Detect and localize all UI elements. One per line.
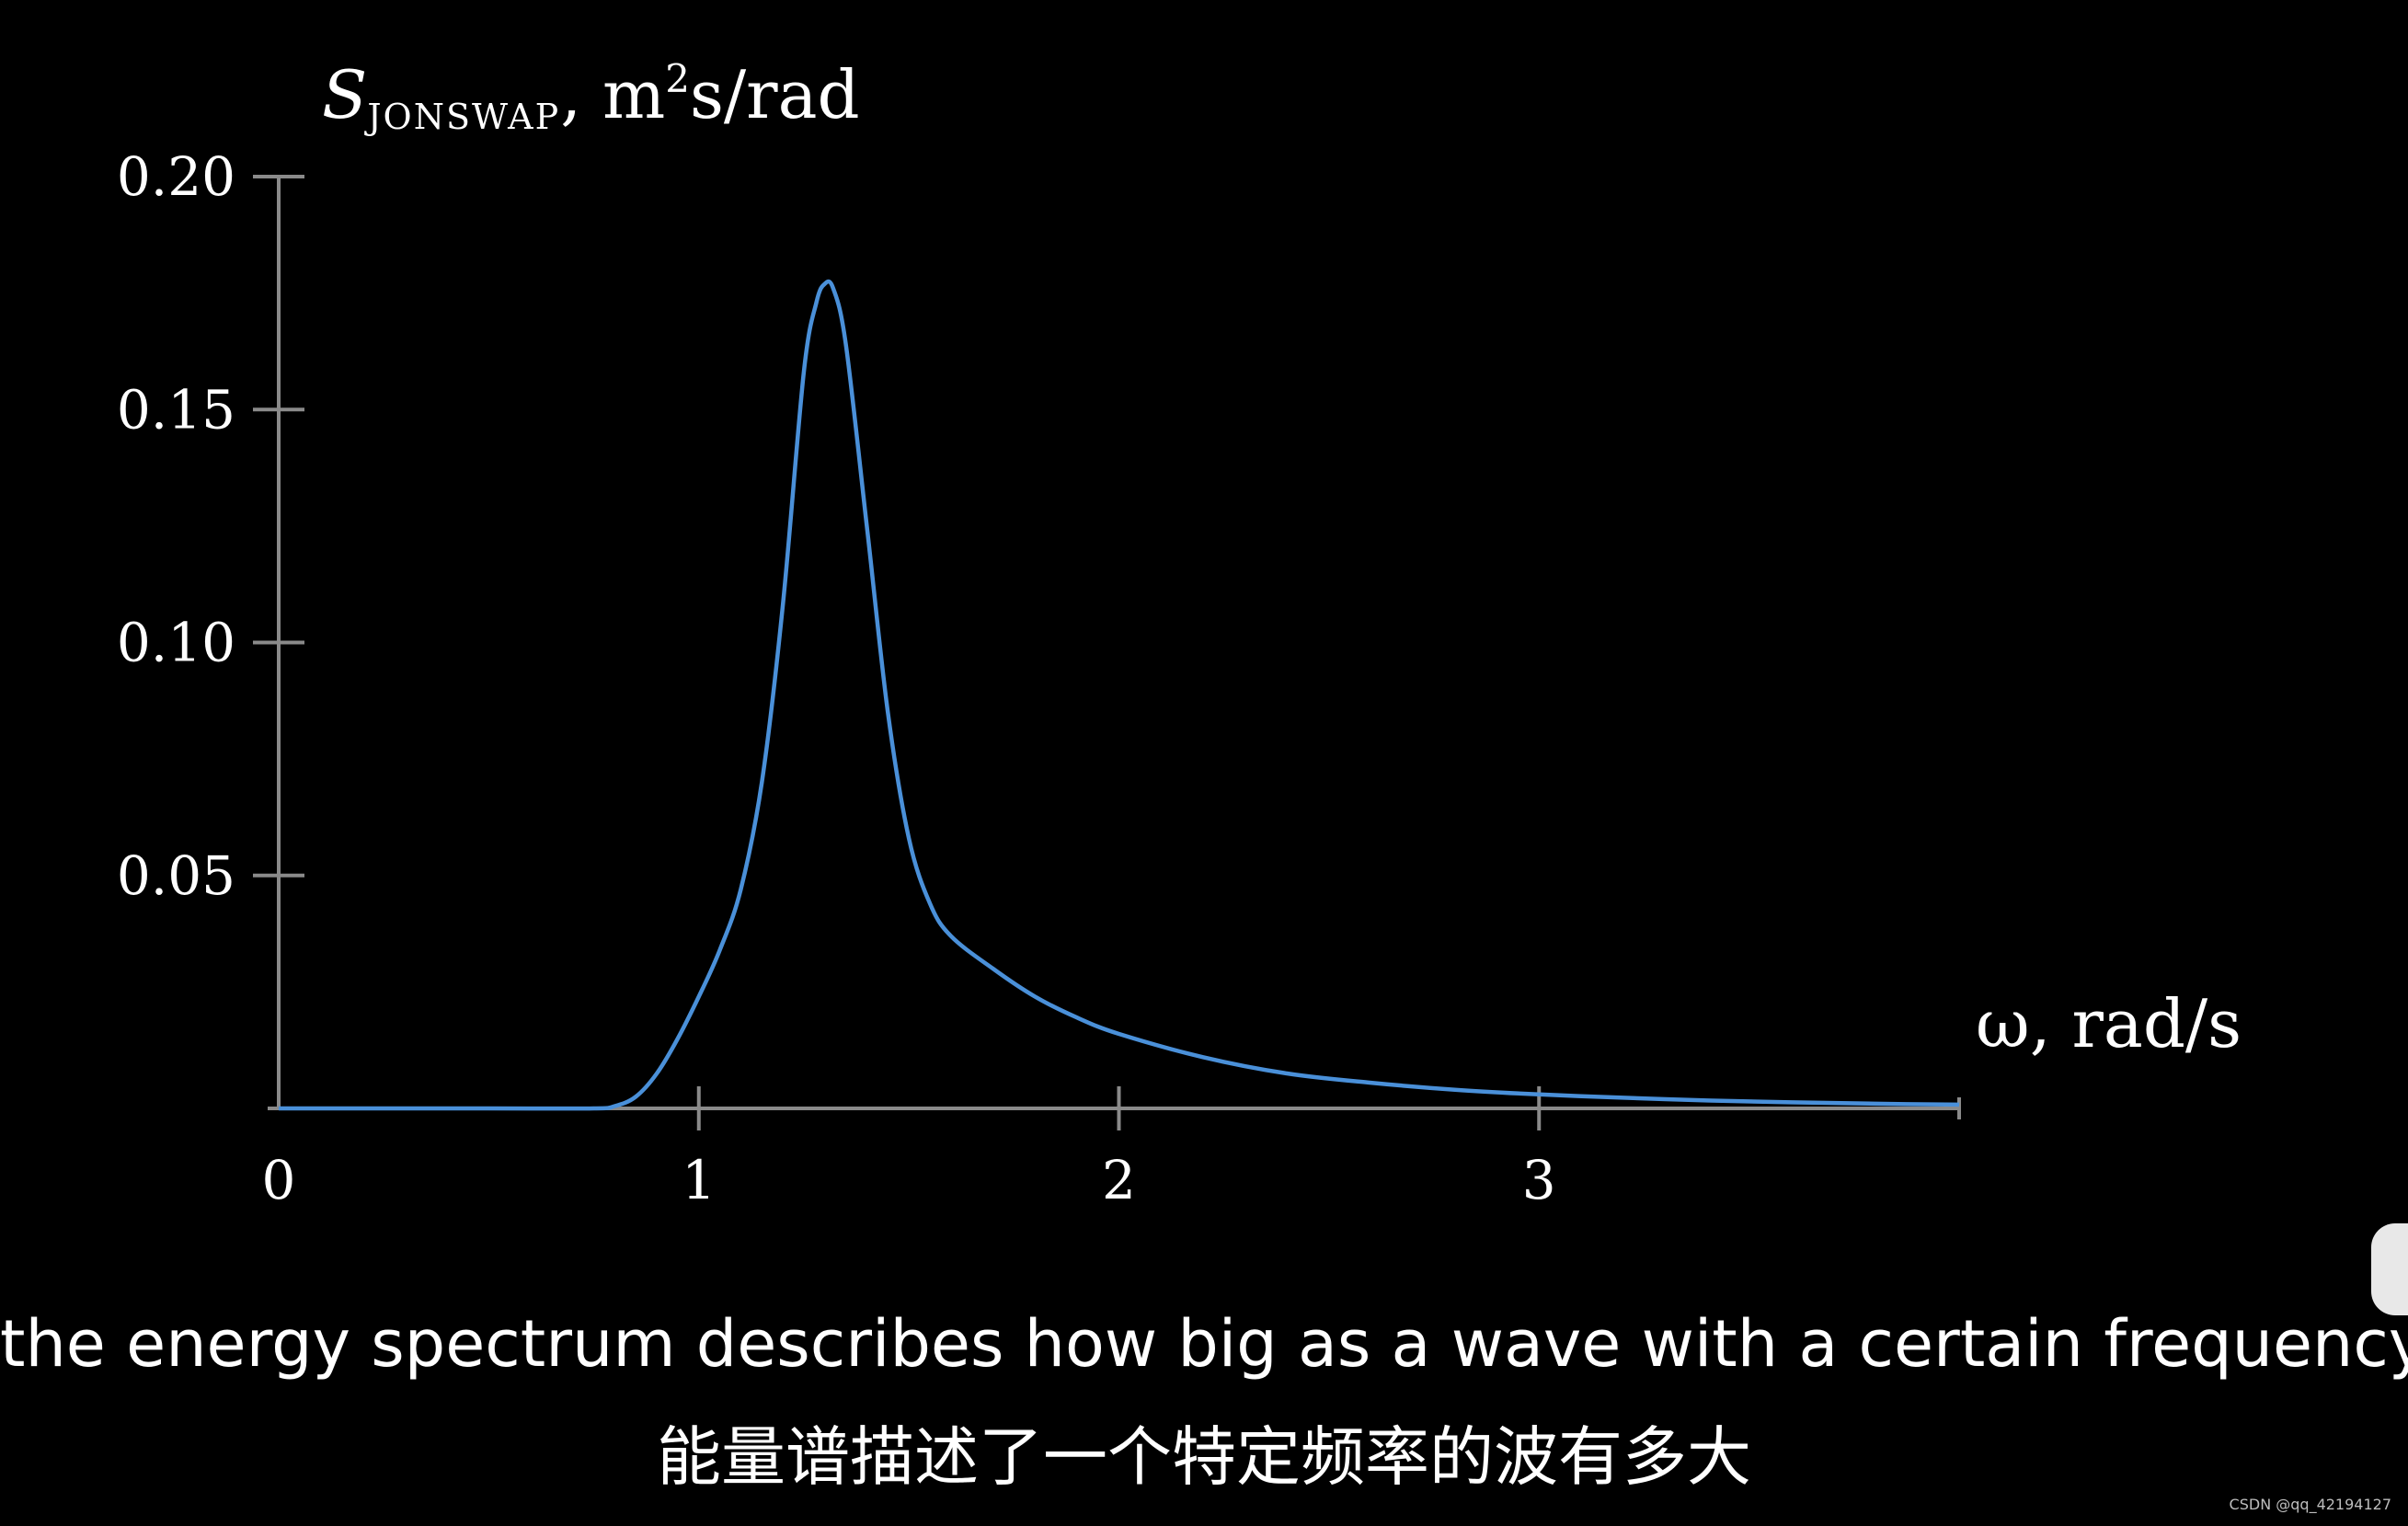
subtitle-english: the energy spectrum describes how big as… bbox=[0, 1306, 2408, 1382]
y-tick-label: 0.20 bbox=[117, 145, 235, 208]
y-tick-label: 0.10 bbox=[117, 612, 235, 674]
x-tick-label: 2 bbox=[1102, 1149, 1136, 1211]
side-logo-icon bbox=[2371, 1223, 2408, 1315]
y-axis-label: SJONSWAP, m2s/rad bbox=[322, 56, 860, 137]
series-line bbox=[278, 279, 1960, 1111]
y-tick-label: 0.05 bbox=[117, 844, 235, 907]
ticks: 0 1 2 3 0.20 0.15 0.10 0.05 bbox=[117, 145, 1556, 1211]
x-tick-label: 0 bbox=[262, 1149, 296, 1211]
y-axis-label-unit-pre: , m bbox=[560, 56, 665, 133]
y-axis-label-subscript: JONSWAP bbox=[363, 97, 560, 137]
x-tick-label: 1 bbox=[682, 1149, 716, 1211]
watermark: CSDN @qq_42194127 bbox=[2229, 1496, 2391, 1513]
x-tick-label: 3 bbox=[1522, 1149, 1556, 1211]
y-axis-label-unit-post: s/rad bbox=[690, 56, 860, 133]
y-axis-label-main: S bbox=[322, 56, 367, 133]
x-axis-label: ω, rad/s bbox=[1976, 985, 2242, 1062]
subtitle-chinese: 能量谱描述了一个特定频率的波有多大 bbox=[657, 1419, 1751, 1495]
y-tick-label: 0.15 bbox=[117, 378, 235, 441]
axes bbox=[268, 177, 1961, 1119]
y-axis-label-unit-superscript: 2 bbox=[665, 56, 690, 101]
